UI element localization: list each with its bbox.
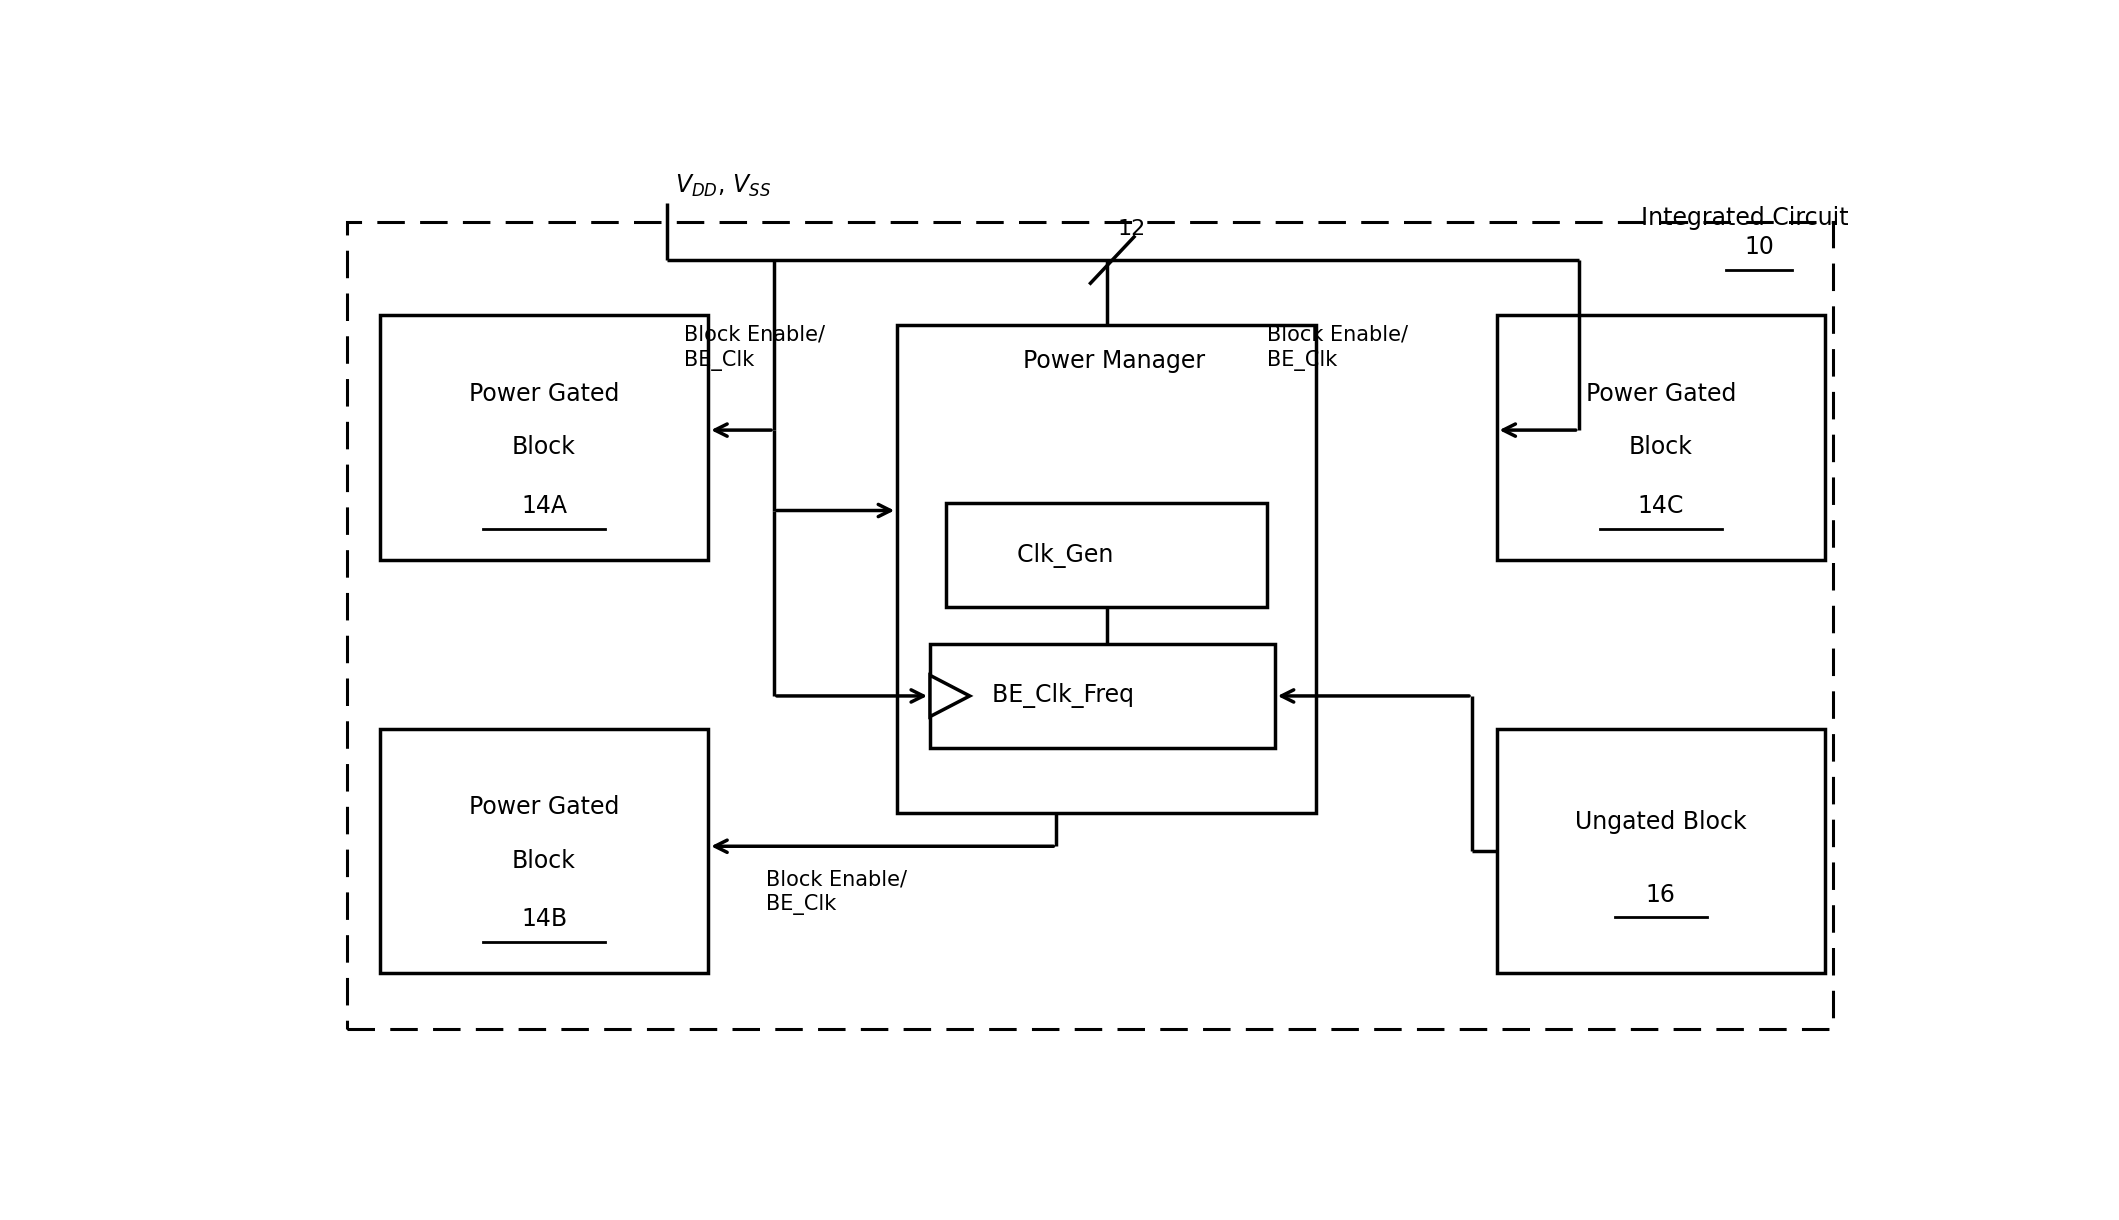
Text: BE_Clk: BE_Clk <box>1267 350 1337 371</box>
Text: 12: 12 <box>1119 220 1146 239</box>
Text: Block Enable/: Block Enable/ <box>684 325 824 344</box>
Text: 16: 16 <box>1646 883 1676 906</box>
Text: 14C: 14C <box>1638 494 1685 518</box>
Text: $V_{DD}$, $V_{SS}$: $V_{DD}$, $V_{SS}$ <box>676 173 771 199</box>
Text: BE_Clk_Freq: BE_Clk_Freq <box>992 683 1142 709</box>
Bar <box>930 644 1276 748</box>
Text: Block: Block <box>513 436 576 460</box>
Text: Block: Block <box>513 849 576 872</box>
Bar <box>1496 316 1824 560</box>
Text: Clk_Gen: Clk_Gen <box>1017 543 1121 567</box>
Text: Power Gated: Power Gated <box>468 795 619 819</box>
Bar <box>379 728 708 974</box>
Text: BE_Clk: BE_Clk <box>765 894 837 915</box>
Text: 14B: 14B <box>521 908 568 931</box>
Bar <box>1496 728 1824 974</box>
Text: Block Enable/: Block Enable/ <box>1267 325 1407 344</box>
Text: Ungated Block: Ungated Block <box>1574 810 1746 833</box>
Bar <box>896 325 1316 814</box>
Polygon shape <box>930 676 971 716</box>
Text: Power Manager: Power Manager <box>1023 349 1212 372</box>
Bar <box>947 504 1267 606</box>
Text: Block: Block <box>1630 436 1693 460</box>
Text: Block Enable/: Block Enable/ <box>765 869 907 889</box>
Text: 14A: 14A <box>521 494 568 518</box>
Text: BE_Clk: BE_Clk <box>684 350 754 371</box>
Text: Integrated Circuit: Integrated Circuit <box>1640 206 1848 229</box>
Text: Power Gated: Power Gated <box>468 382 619 406</box>
Bar <box>379 316 708 560</box>
Text: Power Gated: Power Gated <box>1585 382 1735 406</box>
Bar <box>348 222 1833 1030</box>
Text: 10: 10 <box>1744 235 1774 259</box>
